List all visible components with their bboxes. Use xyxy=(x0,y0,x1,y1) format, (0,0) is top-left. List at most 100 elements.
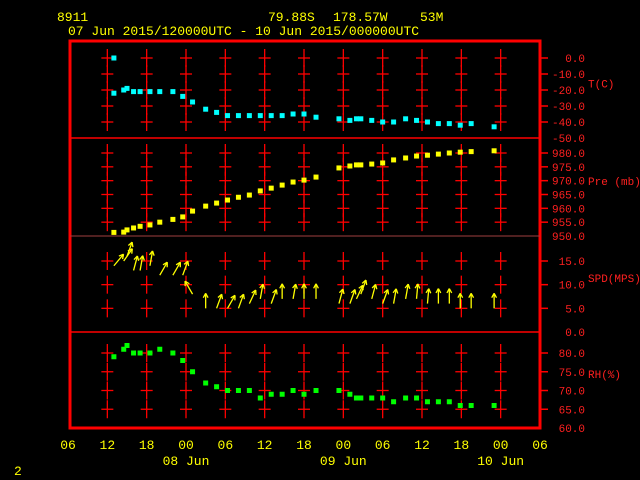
pressure-point xyxy=(457,149,463,155)
wind-arrow-head xyxy=(448,288,453,294)
wind-arrow-head xyxy=(217,293,223,299)
wind-arrow-head xyxy=(162,261,168,266)
station-id: 8911 xyxy=(57,10,89,25)
wind-arrow-head xyxy=(184,280,190,285)
humidity-point xyxy=(268,391,274,397)
humidity-point xyxy=(235,388,241,393)
plot-frame xyxy=(68,39,542,430)
humidity-point xyxy=(180,358,186,363)
temperature-point xyxy=(170,89,176,95)
wind-arrow xyxy=(425,288,432,304)
humidity-point xyxy=(203,380,209,386)
pressure-point xyxy=(468,149,474,155)
wind-arrow-head xyxy=(459,293,464,299)
temperature-point xyxy=(301,111,307,117)
wind-arrow xyxy=(126,241,134,257)
wind-arrow-head xyxy=(151,250,155,256)
y-tick-label: -20.0 xyxy=(552,86,585,98)
panel-temperature: 0.0 -10.0 -20.0 -30.0 -40.0 -50.0 T(C) xyxy=(101,49,614,146)
wind-arrow-shaft xyxy=(426,288,430,304)
temperature-point xyxy=(380,119,386,125)
wind-arrow-head xyxy=(365,279,368,286)
wind-arrow-head xyxy=(139,255,144,261)
humidity-point xyxy=(225,388,231,393)
y-tick-label: 15.0 xyxy=(559,257,585,269)
wind-arrow xyxy=(468,293,475,309)
pressure-point xyxy=(180,214,186,220)
humidity-point xyxy=(414,395,420,401)
wind-arrow-head xyxy=(354,289,357,295)
wind-arrow-head xyxy=(281,283,286,289)
wind-arrow-head xyxy=(259,283,264,289)
pressure-point xyxy=(369,161,375,167)
wind-arrow-shaft xyxy=(338,288,344,304)
temperature-point xyxy=(491,124,497,130)
pressure-point xyxy=(268,185,274,191)
wind-arrow-head xyxy=(142,255,145,261)
pressure-point xyxy=(435,151,441,157)
wind-arrow-head xyxy=(148,250,154,256)
x-tick-label: 18 xyxy=(296,438,312,453)
temperature-point xyxy=(446,121,452,127)
wind-arrow xyxy=(392,288,399,304)
page-number: 2 xyxy=(14,464,22,479)
temperature-point xyxy=(347,117,353,123)
humidity-point xyxy=(391,399,397,405)
pressure-point xyxy=(170,216,176,222)
y-axis-label: SPD(MPS) xyxy=(588,274,640,286)
wind-arrow-shaft xyxy=(382,289,389,304)
y-tick-label: 980.0 xyxy=(552,149,585,161)
y-tick-label: 65.0 xyxy=(559,405,585,417)
y-tick-label: -50.0 xyxy=(552,134,585,146)
temperature-point xyxy=(414,117,420,123)
x-tick-label: 06 xyxy=(218,438,234,453)
y-tick-label: 5.0 xyxy=(565,304,585,316)
wind-arrow-shaft xyxy=(259,283,264,299)
wind-arrow-head xyxy=(470,293,475,299)
temperature-point xyxy=(435,121,441,127)
x-tick-label: 18 xyxy=(139,438,155,453)
x-tick-label: 06 xyxy=(375,438,391,453)
humidity-point xyxy=(435,399,441,405)
temperature-point xyxy=(225,113,231,119)
humidity-point xyxy=(190,369,196,375)
pressure-point xyxy=(137,223,143,229)
wind-arrow-head xyxy=(118,253,124,257)
humidity-point xyxy=(491,403,497,408)
temperature-point xyxy=(468,121,474,127)
humidity-point xyxy=(290,388,296,393)
humidity-point xyxy=(336,388,342,393)
humidity-point xyxy=(403,395,409,401)
wind-arrow-head xyxy=(350,289,356,294)
x-date-label: 09 Jun xyxy=(320,454,367,469)
humidity-point xyxy=(446,399,452,405)
pressure-point xyxy=(301,177,307,183)
wind-arrow xyxy=(237,293,245,309)
wind-arrow-head xyxy=(303,283,307,289)
x-date-label: 08 Jun xyxy=(163,454,210,469)
y-tick-label: 970.0 xyxy=(552,177,585,189)
y-tick-label: 10.0 xyxy=(559,281,585,293)
wind-arrow-head xyxy=(251,289,257,294)
wind-arrow xyxy=(446,288,453,304)
y-tick-label: 960.0 xyxy=(552,204,585,216)
humidity-point xyxy=(424,399,430,405)
wind-arrow xyxy=(292,283,298,299)
wind-arrow-head xyxy=(404,283,409,289)
wind-arrow-head xyxy=(428,288,432,294)
temperature-point xyxy=(457,122,463,128)
temperature-point xyxy=(111,55,117,61)
humidity-point xyxy=(457,403,463,408)
x-tick-label: 00 xyxy=(493,438,509,453)
wind-arrow-head xyxy=(395,288,399,294)
pressure-point xyxy=(246,192,252,198)
wind-arrow-head xyxy=(262,283,266,290)
y-tick-label: 955.0 xyxy=(552,218,585,230)
wind-arrow-head xyxy=(417,283,421,289)
wind-arrow-head xyxy=(121,254,125,260)
humidity-point xyxy=(124,343,130,348)
y-tick-label: 0.0 xyxy=(565,54,585,66)
pressure-point xyxy=(290,179,296,185)
wind-arrow-head xyxy=(457,293,461,299)
